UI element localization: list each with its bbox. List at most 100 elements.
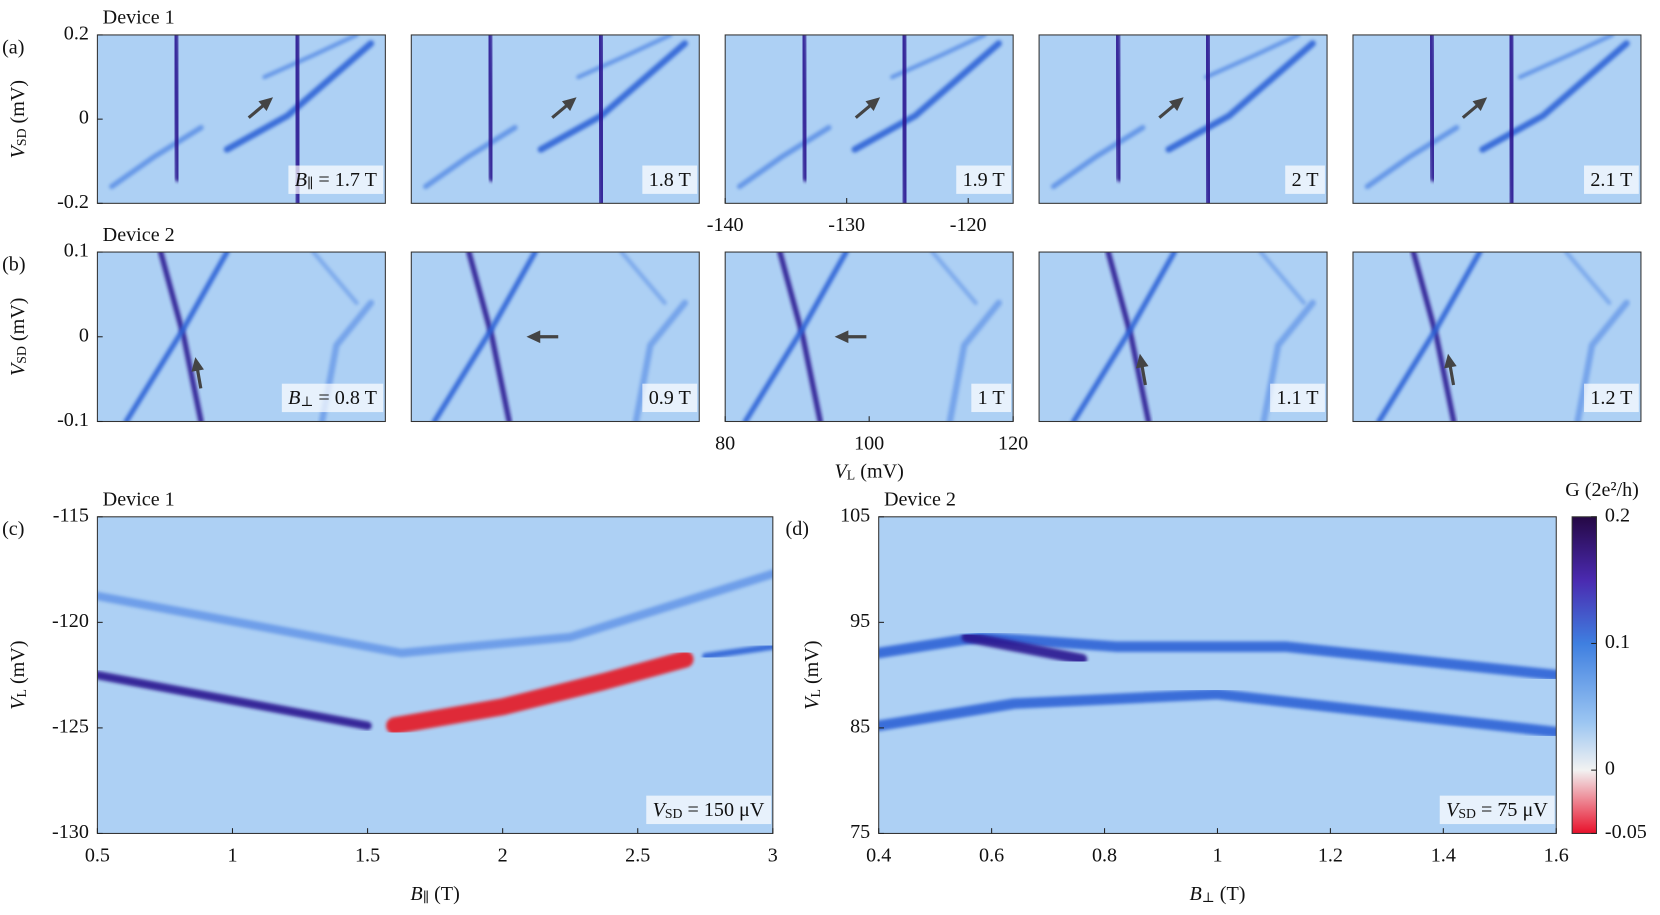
annotation-box	[1285, 165, 1325, 194]
label-sub: ⊥	[300, 394, 313, 409]
panel-annotation: VSD = 150 μV	[653, 799, 765, 821]
x-axis-label: VL (mV)	[835, 460, 904, 482]
label-symbol: V	[835, 460, 850, 482]
label-sub: SD	[14, 346, 29, 364]
label-text: 1.2 T	[1590, 387, 1632, 409]
annotation-box	[956, 165, 1012, 194]
device-label: Device 2	[103, 224, 175, 246]
heatmap-feature	[262, 34, 359, 80]
arrow-head	[191, 357, 204, 372]
panel-annotation: 1.1 T	[1276, 387, 1318, 409]
heatmap-feature	[619, 252, 667, 305]
y-axis-label: VSD (mV)	[7, 298, 29, 376]
annotation-box	[971, 383, 1012, 413]
annotation-box	[646, 795, 772, 825]
label-symbol: B	[1190, 882, 1202, 904]
x-axis-label: B∥ (T)	[410, 882, 459, 904]
y-tick-label: 95	[850, 610, 870, 632]
panel-annotation: VSD = 75 μV	[1446, 799, 1548, 821]
label-symbol: V	[7, 143, 29, 158]
heatmap-feature	[1410, 252, 1457, 422]
x-tick-label: 80	[715, 432, 735, 454]
x-tick-label: 1.4	[1431, 844, 1456, 866]
heatmap-feature	[1517, 34, 1615, 80]
x-tick-label: 120	[998, 432, 1028, 454]
y-axis-label: VL (mV)	[7, 640, 29, 709]
heatmap-feature	[595, 34, 607, 204]
colorbar-tick-label: 0.2	[1605, 504, 1630, 526]
x-tick-label: 0.5	[85, 844, 110, 866]
heatmap-background	[1039, 34, 1328, 204]
label-sub: SD	[1458, 806, 1476, 821]
heatmap-feature	[431, 252, 538, 422]
x-tick-label: 1	[1212, 844, 1222, 866]
heatmap-feature	[878, 688, 1557, 738]
annotation-box	[1584, 383, 1639, 413]
label-symbol: V	[7, 361, 29, 376]
heatmap-feature	[1563, 252, 1612, 305]
arrow-head	[1169, 97, 1184, 111]
label-text: = 75 μV	[1476, 799, 1548, 821]
annotation-box	[642, 165, 698, 194]
x-tick-label: 2	[498, 844, 508, 866]
label-symbol: V	[1446, 799, 1461, 821]
heatmap-feature	[1050, 124, 1146, 190]
y-tick-label: 0	[79, 324, 89, 346]
x-tick-label: 100	[854, 432, 884, 454]
heatmap-feature	[1165, 40, 1316, 153]
x-tick-label: 1.6	[1544, 844, 1569, 866]
x-tick-label: 3	[768, 844, 778, 866]
arrow-head	[834, 330, 849, 344]
heatmap-feature	[1260, 299, 1316, 422]
heatmap-feature	[1202, 34, 1214, 204]
heatmap-feature	[1070, 252, 1178, 422]
heatmap-feature	[109, 124, 204, 190]
heatmap-frame	[1038, 34, 1328, 204]
label-sub: L	[14, 689, 29, 697]
heatmap-feature	[632, 299, 689, 422]
y-axis-label: VL (mV)	[801, 640, 823, 709]
heatmap-feature	[171, 34, 182, 182]
label-text: 2.1 T	[1590, 169, 1632, 191]
colorbar-tick-label: -0.05	[1605, 821, 1647, 843]
panel-annotation: 1.8 T	[649, 169, 691, 191]
label-text: 1.9 T	[963, 169, 1005, 191]
x-tick-label: -120	[950, 214, 987, 236]
annotation-box	[1439, 795, 1555, 825]
heatmap-feature	[466, 252, 512, 422]
y-tick-label: -115	[53, 504, 89, 526]
heatmap-feature	[1105, 252, 1152, 422]
label-text: = 1.7 T	[313, 169, 376, 191]
annotation-box	[642, 383, 698, 413]
annotation-box	[288, 165, 384, 194]
heatmap-feature	[123, 252, 230, 422]
heatmap-feature	[423, 124, 518, 190]
label-sub: ∥	[423, 890, 429, 905]
label-text: 1 T	[978, 387, 1005, 409]
colorbar-label: G (2e²/h)	[1565, 479, 1639, 501]
label-symbol: B	[288, 387, 300, 409]
panel-annotation: 0.9 T	[649, 387, 691, 409]
heatmap-feature	[1258, 252, 1307, 305]
label-sub: L	[847, 467, 855, 482]
heatmap-frame	[410, 251, 700, 423]
label-text: 2 T	[1292, 169, 1319, 191]
heatmap-feature	[1505, 34, 1518, 204]
label-text: (mV)	[7, 298, 29, 347]
panel-annotation: 2.1 T	[1590, 169, 1632, 191]
heatmap-feature	[1204, 34, 1301, 80]
x-tick-label: 1.2	[1318, 844, 1343, 866]
label-text: = 0.8 T	[313, 387, 376, 409]
y-tick-label: -0.1	[57, 409, 89, 431]
heatmap-feature	[946, 299, 1002, 422]
label-text: 0.9 T	[649, 387, 691, 409]
y-tick-label: 75	[850, 821, 870, 843]
heatmap-frame	[1038, 251, 1328, 423]
label-sub: ⊥	[1202, 890, 1215, 905]
panel-annotation: 2 T	[1292, 169, 1319, 191]
label-text: = 150 μV	[682, 799, 764, 821]
heatmap-background	[97, 516, 773, 834]
heatmap-feature	[576, 34, 673, 80]
colorbar-tick-label: 0	[1605, 758, 1615, 780]
label-sub: SD	[14, 128, 29, 146]
